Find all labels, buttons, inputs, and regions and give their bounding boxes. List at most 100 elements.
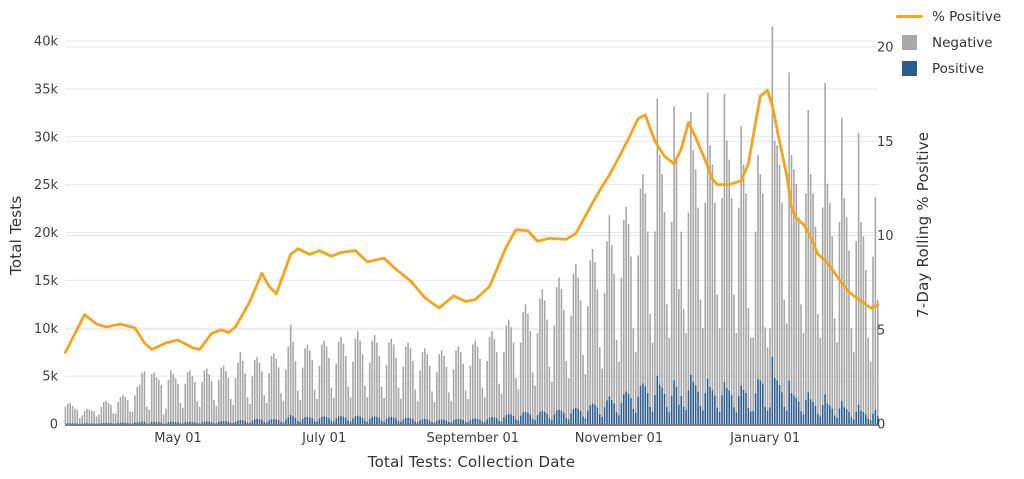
bar-positive — [98, 423, 100, 424]
legend-item-negative[interactable]: Negative — [896, 32, 1022, 53]
bar-positive — [400, 422, 402, 424]
bar-negative — [848, 250, 850, 412]
bar-negative — [445, 366, 448, 421]
bar-negative — [876, 299, 879, 417]
bar-negative — [860, 221, 862, 411]
bar-negative — [325, 346, 328, 417]
bar-positive — [452, 420, 455, 424]
bar-positive — [263, 421, 266, 424]
bar-positive — [460, 419, 462, 424]
bar-positive — [227, 421, 230, 424]
bar-positive — [371, 416, 373, 424]
bar-positive — [534, 420, 536, 424]
bar-negative — [656, 98, 659, 376]
bar-negative — [646, 231, 649, 394]
bar-negative — [634, 352, 637, 413]
bar-negative — [78, 418, 81, 424]
bar-positive — [687, 390, 690, 424]
bar-positive — [232, 423, 234, 424]
bar-negative — [397, 387, 400, 422]
bar-positive — [292, 416, 294, 424]
bar-negative — [505, 325, 508, 415]
bar-positive — [663, 393, 666, 424]
bar-negative — [841, 117, 843, 402]
bar-positive — [675, 386, 678, 424]
x-tick-label: January 01 — [729, 431, 800, 446]
bar-positive — [862, 411, 865, 424]
left-tick-label: 10k — [34, 322, 59, 337]
right-tick-label: 10 — [877, 229, 894, 244]
bar-positive — [658, 384, 661, 424]
bar-negative — [371, 340, 373, 417]
bar-positive — [632, 409, 635, 424]
left-tick-label: 35k — [34, 82, 59, 97]
bar-negative — [826, 183, 829, 404]
bar-negative — [131, 411, 134, 424]
bar-positive — [333, 421, 335, 424]
bar-negative — [383, 398, 385, 422]
bar-positive — [654, 395, 656, 424]
bar-positive — [507, 413, 510, 424]
legend-item-positive[interactable]: Positive — [896, 58, 1022, 79]
bar-positive — [395, 418, 397, 424]
bar-positive — [431, 421, 433, 424]
bar-negative — [153, 372, 155, 422]
x-tick-label: November 01 — [575, 431, 663, 446]
bar-negative — [88, 409, 91, 424]
bar-positive — [141, 421, 143, 424]
bar-negative — [524, 304, 527, 412]
right-tick-label: 15 — [877, 135, 894, 150]
bar-negative — [716, 294, 719, 408]
bar-negative — [261, 371, 263, 420]
bar-positive — [495, 418, 498, 424]
bar-positive — [268, 420, 270, 424]
bar-negative — [582, 355, 584, 417]
bar-negative — [579, 300, 582, 411]
bar-positive — [191, 422, 194, 424]
bar-positive — [666, 407, 668, 424]
bar-positive — [344, 417, 347, 424]
bar-positive — [646, 393, 649, 424]
legend: % Positive Negative Positive — [896, 6, 1022, 79]
bar-positive — [110, 423, 112, 424]
bar-positive — [385, 418, 388, 424]
bar-negative — [342, 343, 345, 417]
bar-positive — [213, 422, 215, 424]
bar-positive — [201, 422, 203, 424]
bar-positive — [299, 421, 302, 424]
bar-positive — [93, 423, 95, 424]
bar-negative — [100, 406, 103, 424]
bar-positive — [795, 397, 798, 424]
bar-negative — [424, 348, 426, 419]
left-tick-label: 40k — [34, 35, 59, 50]
bar-positive — [114, 423, 117, 424]
bar-negative — [289, 324, 292, 416]
bar-positive — [225, 421, 227, 424]
bar-negative — [642, 174, 644, 384]
bar-positive — [275, 419, 278, 424]
bar-positive — [548, 418, 551, 424]
bar-negative — [294, 360, 297, 419]
bar-negative — [735, 333, 738, 413]
bar-negative — [709, 145, 711, 387]
legend-item-pct-positive[interactable]: % Positive — [896, 6, 1022, 27]
bar-positive — [785, 410, 788, 424]
bar-positive — [407, 417, 409, 424]
bar-positive — [721, 395, 723, 424]
negative-swatch-icon — [902, 35, 917, 50]
bar-negative — [309, 350, 311, 418]
x-tick-label: September 01 — [427, 431, 520, 446]
bar-positive — [524, 411, 527, 424]
bar-positive — [285, 419, 287, 424]
bar-negative — [450, 401, 453, 423]
bar-positive — [467, 422, 469, 424]
bar-positive — [692, 381, 695, 424]
bar-positive — [412, 419, 414, 424]
bar-positive — [280, 421, 282, 424]
bar-positive — [414, 421, 417, 424]
bar-negative — [560, 288, 563, 411]
bar-positive — [531, 418, 534, 424]
bar-negative — [464, 390, 467, 422]
bar-positive — [699, 405, 702, 424]
